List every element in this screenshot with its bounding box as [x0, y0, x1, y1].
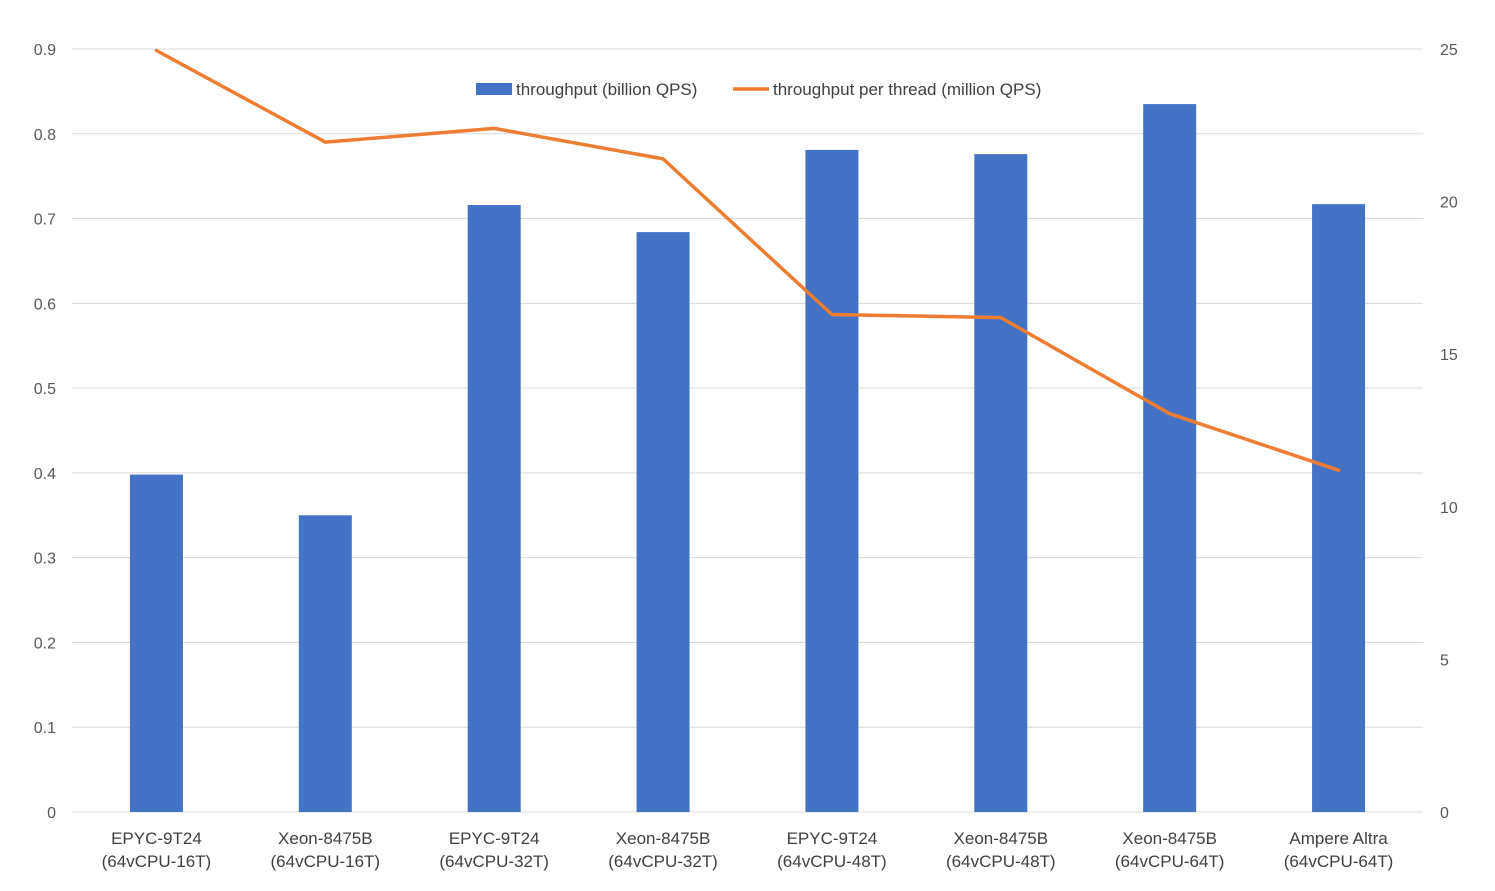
- y-tick-left-8: 0.8: [34, 127, 56, 144]
- legend: throughput (billion QPS) throughput per …: [476, 80, 1041, 99]
- bar-3: [636, 232, 690, 812]
- line-throughput-per-thread: [154, 48, 1341, 472]
- bar-6: [1143, 104, 1197, 813]
- x-axis: EPYC-9T24 (64vCPU-16T) Xeon-8475B (64vCPU-1…: [102, 829, 1394, 871]
- y-tick-left-0: 0: [47, 805, 56, 822]
- legend-label-line: throughput per thread (million QPS): [773, 80, 1041, 99]
- bar-2: [467, 204, 521, 813]
- left-axis: 0 0.1 0.2 0.3 0.4 0.5 0.6 0.7 0.8 0.9: [34, 42, 56, 822]
- x-tick-label-3-line1: Xeon-8475B: [616, 829, 711, 848]
- bar-4: [805, 149, 859, 812]
- y-tick-left-4: 0.4: [34, 466, 56, 483]
- y-tick-left-2: 0.2: [34, 635, 56, 652]
- x-tick-label-5-line1: Xeon-8475B: [954, 829, 1049, 848]
- y-tick-right-4: 20: [1440, 195, 1458, 212]
- bar-5: [974, 154, 1028, 812]
- legend-swatch-bar: [476, 83, 512, 95]
- y-tick-left-9: 0.9: [34, 42, 56, 59]
- y-tick-right-5: 25: [1440, 42, 1458, 59]
- x-tick-label-0-line1: EPYC-9T24: [111, 829, 202, 848]
- x-tick-label-3-line2: (64vCPU-32T): [608, 852, 718, 871]
- x-tick-label-0-line2: (64vCPU-16T): [102, 852, 212, 871]
- y-tick-left-3: 0.3: [34, 551, 56, 568]
- y-tick-right-3: 15: [1440, 347, 1458, 364]
- x-tick-label-5-line2: (64vCPU-48T): [946, 852, 1056, 871]
- y-tick-left-1: 0.1: [34, 720, 56, 737]
- bar-series: [129, 104, 1366, 813]
- x-tick-label-7-line2: (64vCPU-64T): [1284, 852, 1394, 871]
- gridlines: [72, 48, 1423, 813]
- y-tick-right-2: 10: [1440, 500, 1458, 517]
- y-tick-left-6: 0.6: [34, 296, 56, 313]
- bar-1: [298, 515, 352, 812]
- bar-7: [1312, 204, 1366, 813]
- x-tick-label-4-line2: (64vCPU-48T): [777, 852, 887, 871]
- x-tick-label-1-line1: Xeon-8475B: [278, 829, 373, 848]
- x-tick-label-4-line1: EPYC-9T24: [787, 829, 878, 848]
- line-series: [154, 48, 1341, 472]
- x-tick-label-6-line2: (64vCPU-64T): [1115, 852, 1225, 871]
- right-axis: 0 5 10 15 20 25: [1440, 42, 1458, 822]
- legend-label-bar: throughput (billion QPS): [516, 80, 697, 99]
- x-tick-label-6-line1: Xeon-8475B: [1122, 829, 1217, 848]
- x-tick-label-7-line1: Ampere Altra: [1289, 829, 1388, 848]
- x-tick-label-1-line2: (64vCPU-16T): [271, 852, 381, 871]
- y-tick-right-0: 0: [1440, 805, 1449, 822]
- x-tick-label-2-line1: EPYC-9T24: [449, 829, 540, 848]
- y-tick-right-1: 5: [1440, 652, 1449, 669]
- y-tick-left-5: 0.5: [34, 381, 56, 398]
- x-tick-label-2-line2: (64vCPU-32T): [439, 852, 549, 871]
- y-tick-left-7: 0.7: [34, 212, 56, 229]
- bar-0: [129, 474, 183, 812]
